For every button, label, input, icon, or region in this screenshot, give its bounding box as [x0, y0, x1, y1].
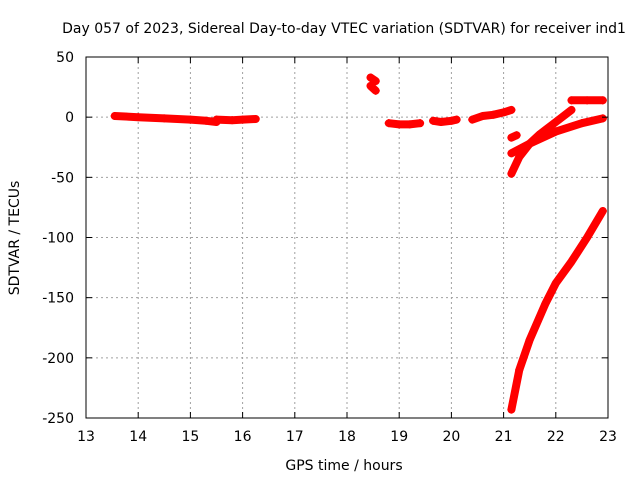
- chart-title: Day 057 of 2023, Sidereal Day-to-day VTE…: [62, 21, 626, 37]
- data-point: [384, 119, 393, 128]
- grid-layer: [86, 57, 608, 418]
- x-tick-label: 22: [547, 429, 565, 445]
- data-point: [395, 120, 404, 129]
- data-point: [134, 113, 143, 122]
- data-point: [551, 127, 560, 136]
- data-point: [598, 114, 607, 123]
- y-tick-label: -150: [42, 291, 74, 307]
- data-point: [598, 207, 607, 216]
- data-point: [567, 96, 576, 105]
- series-arc-6: [429, 115, 461, 126]
- data-point: [238, 115, 247, 124]
- data-point: [567, 257, 576, 266]
- data-point: [251, 114, 260, 123]
- data-point: [512, 131, 521, 140]
- x-tick-label: 18: [338, 429, 356, 445]
- data-point: [436, 117, 445, 126]
- data-point: [515, 152, 524, 161]
- x-tick-label: 15: [181, 429, 199, 445]
- x-axis-label: GPS time / hours: [285, 458, 402, 474]
- data-point: [429, 116, 438, 125]
- series-arc-3: [366, 73, 380, 86]
- tick-layer: 13 14 15 16 17 18 19 20 21 22 23 50 0 -50 -100 -150 -200…: [42, 50, 617, 445]
- data-point: [228, 116, 237, 125]
- data-point: [186, 115, 195, 124]
- data-point: [366, 81, 375, 90]
- x-tick-label: 19: [390, 429, 408, 445]
- data-point: [507, 105, 516, 114]
- series-line: [507, 207, 607, 414]
- data-point: [202, 116, 211, 125]
- y-axis-label: SDTVAR / TECUs: [7, 181, 23, 296]
- data-point: [515, 365, 524, 374]
- data-point: [551, 279, 560, 288]
- data-point: [110, 111, 119, 120]
- series-arc-10: [567, 96, 607, 105]
- data-point: [567, 105, 576, 114]
- data-point: [366, 73, 375, 82]
- data-point: [468, 115, 477, 124]
- series-arc-1: [110, 111, 221, 126]
- series-arc-5: [384, 119, 425, 129]
- data-point: [577, 119, 586, 128]
- x-tick-label: 13: [77, 429, 95, 445]
- data-point: [541, 299, 550, 308]
- y-tick-label: 0: [65, 110, 74, 126]
- data-point: [499, 108, 508, 117]
- data-point: [489, 110, 498, 119]
- series-arc-12: [507, 207, 607, 414]
- x-tick-label: 16: [234, 429, 252, 445]
- y-tick-label: -250: [42, 411, 74, 427]
- series-arc-8: [507, 131, 521, 142]
- data-point: [551, 117, 560, 126]
- series-line: [366, 81, 380, 95]
- y-tick-label: -200: [42, 351, 74, 367]
- series-arc-11: [507, 114, 607, 158]
- data-point: [478, 111, 487, 120]
- data-point: [371, 86, 380, 95]
- y-tick-label: -50: [51, 170, 74, 186]
- series-line: [384, 119, 425, 129]
- data-point: [447, 116, 456, 125]
- data-point: [160, 114, 169, 123]
- x-tick-label: 20: [442, 429, 460, 445]
- data-point: [405, 120, 414, 129]
- y-tick-label: 50: [56, 50, 74, 66]
- data-point: [583, 233, 592, 242]
- data-point: [583, 96, 592, 105]
- series-arc-7: [468, 105, 516, 124]
- y-tick-label: -100: [42, 231, 74, 247]
- data-point: [507, 133, 516, 142]
- series-arc-4: [366, 81, 380, 95]
- data-point: [452, 115, 461, 124]
- data-point: [371, 77, 380, 86]
- data-point: [525, 335, 534, 344]
- data-layer: [110, 73, 607, 414]
- data-point: [507, 405, 516, 414]
- data-point: [507, 149, 516, 158]
- data-point: [598, 96, 607, 105]
- data-point: [525, 139, 534, 148]
- data-point: [212, 115, 221, 124]
- data-point: [416, 119, 425, 128]
- x-tick-label: 17: [286, 429, 304, 445]
- data-point: [507, 169, 516, 178]
- series-arc-2: [212, 114, 260, 125]
- x-tick-label: 21: [495, 429, 513, 445]
- series-line: [212, 115, 260, 125]
- x-tick-label: 23: [599, 429, 617, 445]
- x-tick-label: 14: [129, 429, 147, 445]
